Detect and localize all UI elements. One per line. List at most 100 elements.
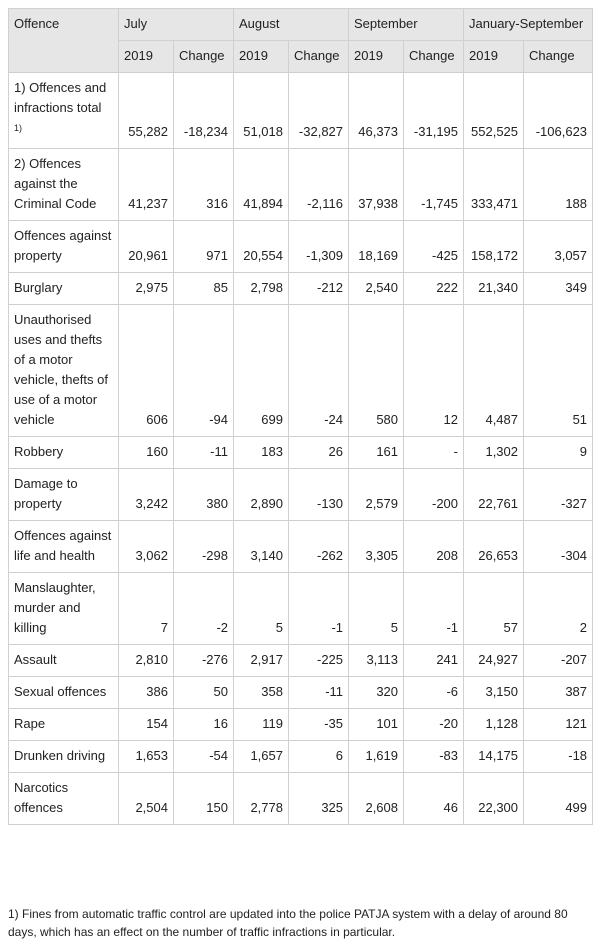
value-cell: -327 [523,468,594,522]
value-cell: - [403,436,465,470]
value-cell: -212 [287,272,350,306]
value-cell: -54 [173,740,234,774]
value-cell: -32,827 [287,71,350,150]
subheader-cell: Change [403,40,465,73]
value-cell: 55,282 [118,71,174,150]
offence-label: Manslaughter, murder and killing [14,580,96,636]
value-cell: 2 [523,572,594,646]
value-cell: 1,302 [463,436,525,470]
value-cell: 1,657 [233,740,289,774]
value-cell: 325 [287,772,350,826]
value-cell: 37,938 [348,148,405,222]
subheader-row: 2019 Change 2019 Change 2019 Change 2019 Change [9,40,594,73]
value-cell: -24 [287,304,350,438]
footnote: 1) Fines from automatic traffic control … [8,907,568,939]
data-row: Burglary 2,975 85 2,798 -212 2,540 222 21,340 34… [8,272,594,306]
offence-cell: Sexual offences [8,676,119,710]
offence-cell: Narcotics offences [8,772,119,826]
value-cell: 1,128 [463,708,525,742]
value-cell: 12 [403,304,465,438]
offence-cell: 2) Offences against the Criminal Code [8,148,119,222]
value-cell: 971 [173,220,234,274]
value-cell: 16 [173,708,234,742]
offence-cell: Rape [8,708,119,742]
value-cell: 320 [348,676,405,710]
subheader-cell: 2019 [463,40,525,73]
value-cell: 316 [173,148,234,222]
value-cell: 2,608 [348,772,405,826]
offence-cell: Unauthorised uses and thefts of a motor … [8,304,119,438]
offence-label: 2) Offences against the Criminal Code [14,156,97,212]
header-cell: August [232,8,350,41]
value-cell: 333,471 [463,148,525,222]
value-cell: 57 [463,572,525,646]
value-cell: 3,150 [463,676,525,710]
value-cell: -11 [287,676,350,710]
offence-label: Sexual offences [14,684,107,700]
value-cell: -2 [173,572,234,646]
data-row: Assault 2,810 -276 2,917 -225 3,113 241 24,927-… [8,644,594,678]
value-cell: 22,300 [463,772,525,826]
value-cell: -1,745 [403,148,465,222]
value-cell: 50 [173,676,234,710]
value-cell: 21,340 [463,272,525,306]
value-cell: 7 [118,572,174,646]
header-cell: September [348,8,465,41]
value-cell: 552,525 [463,71,525,150]
data-row: 1) Offences and infractions total 1) 55,2… [8,71,594,150]
subheader-cell: 2019 [233,40,289,73]
value-cell: -18 [523,740,594,774]
value-cell: 2,540 [348,272,405,306]
value-cell: -6 [403,676,465,710]
value-cell: 2,504 [118,772,174,826]
value-cell: 121 [523,708,594,742]
offence-label: Unauthorised uses and thefts of a motor … [14,312,108,428]
value-cell: 358 [233,676,289,710]
offence-cell: Offences against life and health [8,520,119,574]
offence-label: Drunken driving [14,748,106,764]
value-cell: -1 [403,572,465,646]
value-cell: -31,195 [403,71,465,150]
value-cell: 14,175 [463,740,525,774]
value-cell: 24,927 [463,644,525,678]
data-row: Sexual offences 386 50 358 -11 320 -6 3,150 387 [8,676,594,710]
subheader-cell: Change [173,40,234,73]
value-cell: -225 [287,644,350,678]
offence-cell: Offences against property [8,220,119,274]
data-row: Drunken driving 1,653 -54 1,657 6 1,619 -83 14,… [8,740,594,774]
value-cell: -262 [287,520,350,574]
data-row: Offences against property 20,961 971 20,554… [8,220,594,274]
subheader-cell: Change [523,40,594,73]
value-cell: 119 [233,708,289,742]
value-cell: 387 [523,676,594,710]
value-cell: 188 [523,148,594,222]
value-cell: 9 [523,436,594,470]
offence-cell: Burglary [8,272,119,306]
value-cell: 2,917 [233,644,289,678]
value-cell: 85 [173,272,234,306]
subheader-cell: Change [287,40,350,73]
value-cell: 3,140 [233,520,289,574]
value-cell: 2,778 [233,772,289,826]
offence-label: Assault [14,652,57,668]
value-cell: 41,237 [118,148,174,222]
value-cell: 380 [173,468,234,522]
value-cell: 222 [403,272,465,306]
data-row: Robbery 160 -11 183 26 161-1,302 9 [8,436,594,470]
value-cell: 3,062 [118,520,174,574]
value-cell: 5 [233,572,289,646]
value-cell: -20 [403,708,465,742]
header-cell: Offence [8,8,119,73]
value-cell: 183 [233,436,289,470]
value-cell: -425 [403,220,465,274]
value-cell: -276 [173,644,234,678]
footnote-ref: 1) [14,123,23,133]
value-cell: 3,057 [523,220,594,274]
value-cell: 20,961 [118,220,174,274]
value-cell: -200 [403,468,465,522]
offence-label: Robbery [14,444,64,460]
value-cell: 606 [118,304,174,438]
offence-label: 1) Offences and infractions total [14,80,107,115]
value-cell: 1,653 [118,740,174,774]
value-cell: 51 [523,304,594,438]
